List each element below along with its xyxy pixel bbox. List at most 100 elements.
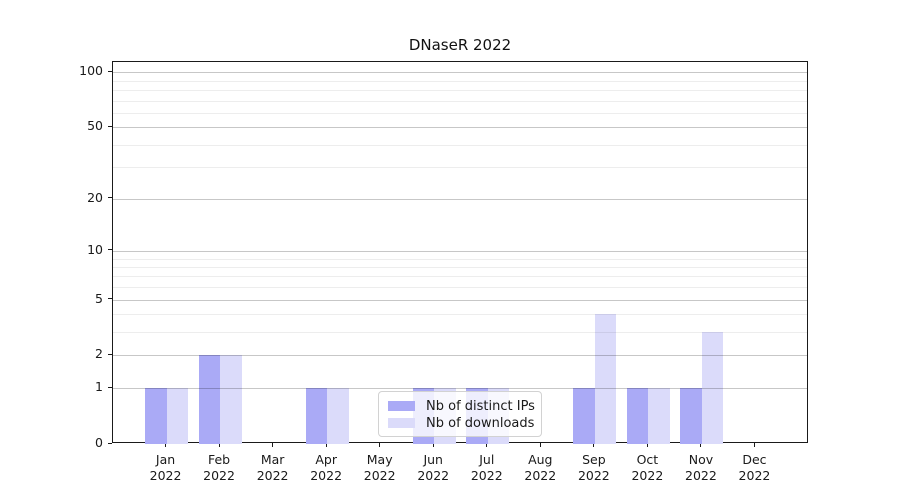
y-tick-mark [108, 386, 112, 388]
x-tick-mark [646, 443, 648, 447]
plot-area [112, 61, 808, 444]
minor-gridline [113, 287, 807, 289]
x-tick-label: Apr 2022 [296, 452, 356, 483]
bar-downloads [594, 314, 617, 444]
bar-downloads [648, 388, 670, 444]
x-tick-month: Aug [528, 452, 553, 467]
major-gridline [113, 127, 807, 129]
y-tick-mark [108, 197, 112, 199]
bar-distinct-ips [573, 388, 595, 444]
x-tick-mark [432, 443, 434, 447]
x-tick-label: Dec 2022 [724, 452, 784, 483]
x-tick-month: Feb [207, 452, 231, 467]
x-tick-year: 2022 [256, 467, 289, 483]
y-tick-label: 5 [95, 290, 103, 306]
x-tick-year: 2022 [738, 467, 771, 483]
minor-gridline [113, 89, 807, 91]
x-tick-mark [593, 443, 595, 447]
x-tick-mark [165, 443, 167, 447]
x-tick-mark [753, 443, 755, 447]
x-tick-mark [379, 443, 381, 447]
major-gridline [113, 250, 807, 252]
x-tick-year: 2022 [631, 467, 664, 483]
x-tick-year: 2022 [470, 467, 503, 483]
major-gridline [113, 198, 807, 200]
minor-gridline [113, 258, 807, 260]
bar-distinct-ips [626, 388, 649, 444]
y-tick-label: 20 [87, 189, 103, 205]
bar-downloads [220, 355, 242, 444]
y-tick-label: 50 [87, 118, 103, 134]
y-tick-mark [108, 298, 112, 300]
y-tick-mark [108, 353, 112, 355]
x-tick-year: 2022 [203, 467, 235, 483]
minor-gridline [113, 266, 807, 268]
x-tick-month: Oct [636, 452, 659, 467]
minor-gridline [113, 80, 807, 82]
major-gridline [113, 388, 807, 390]
legend-item: Nb of distinct IPs [388, 398, 535, 414]
major-gridline [113, 355, 807, 357]
x-tick-month: Dec [742, 452, 767, 467]
x-tick-month: Mar [260, 452, 285, 467]
x-tick-label: Jul 2022 [457, 452, 517, 483]
x-tick-year: 2022 [363, 467, 396, 483]
x-tick-month: Sep [582, 452, 606, 467]
bar-downloads [327, 388, 349, 444]
bar-downloads [701, 332, 724, 444]
minor-gridline [113, 167, 807, 169]
y-tick-label: 0 [95, 435, 103, 450]
legend-swatch-downloads [388, 418, 415, 428]
major-gridline [113, 72, 807, 74]
legend-item: Nb of downloads [388, 415, 535, 431]
x-tick-year: 2022 [685, 467, 717, 483]
x-tick-mark [486, 443, 488, 447]
y-tick-mark [108, 249, 112, 251]
minor-gridline [113, 100, 807, 102]
x-tick-label: Oct 2022 [617, 452, 677, 483]
x-tick-mark [700, 443, 702, 447]
y-tick-label: 10 [87, 241, 103, 257]
y-tick-label: 100 [79, 63, 103, 79]
bar-distinct-ips [198, 355, 221, 444]
minor-gridline [113, 332, 807, 334]
y-tick-mark [108, 70, 112, 72]
x-tick-label: Jun 2022 [403, 452, 463, 483]
x-tick-month: Jan [155, 452, 176, 467]
major-gridline [113, 299, 807, 301]
x-tick-year: 2022 [310, 467, 343, 483]
x-tick-year: 2022 [524, 467, 557, 483]
x-tick-month: Jul [479, 452, 495, 467]
x-tick-label: Mar 2022 [243, 452, 303, 483]
x-tick-label: Jan 2022 [136, 452, 196, 483]
legend-label: Nb of downloads [426, 415, 535, 431]
x-tick-month: Apr [315, 452, 337, 467]
x-tick-month: Nov [688, 452, 714, 467]
x-tick-year: 2022 [417, 467, 450, 483]
bar-distinct-ips [305, 388, 328, 444]
chart-title: DNaseR 2022 [408, 36, 512, 54]
minor-gridline [113, 144, 807, 146]
y-tick-mark [108, 125, 112, 127]
x-tick-month: Jun [423, 452, 443, 467]
y-tick-label: 2 [95, 346, 103, 362]
bar-distinct-ips [145, 388, 167, 444]
bar-downloads [166, 388, 189, 444]
x-tick-label: Aug 2022 [510, 452, 570, 483]
y-tick-mark [108, 442, 112, 444]
minor-gridline [113, 276, 807, 278]
x-tick-mark [218, 443, 220, 447]
x-tick-year: 2022 [577, 467, 610, 483]
x-tick-month: May [366, 452, 393, 467]
minor-gridline [113, 314, 807, 316]
minor-gridline [113, 112, 807, 114]
x-tick-mark [325, 443, 327, 447]
x-tick-mark [272, 443, 274, 447]
x-tick-label: May 2022 [350, 452, 410, 483]
x-tick-label: Nov 2022 [671, 452, 731, 483]
x-tick-label: Feb 2022 [189, 452, 249, 483]
x-tick-year: 2022 [149, 467, 182, 483]
legend-swatch-distinct-ips [388, 401, 415, 411]
x-tick-mark [539, 443, 541, 447]
